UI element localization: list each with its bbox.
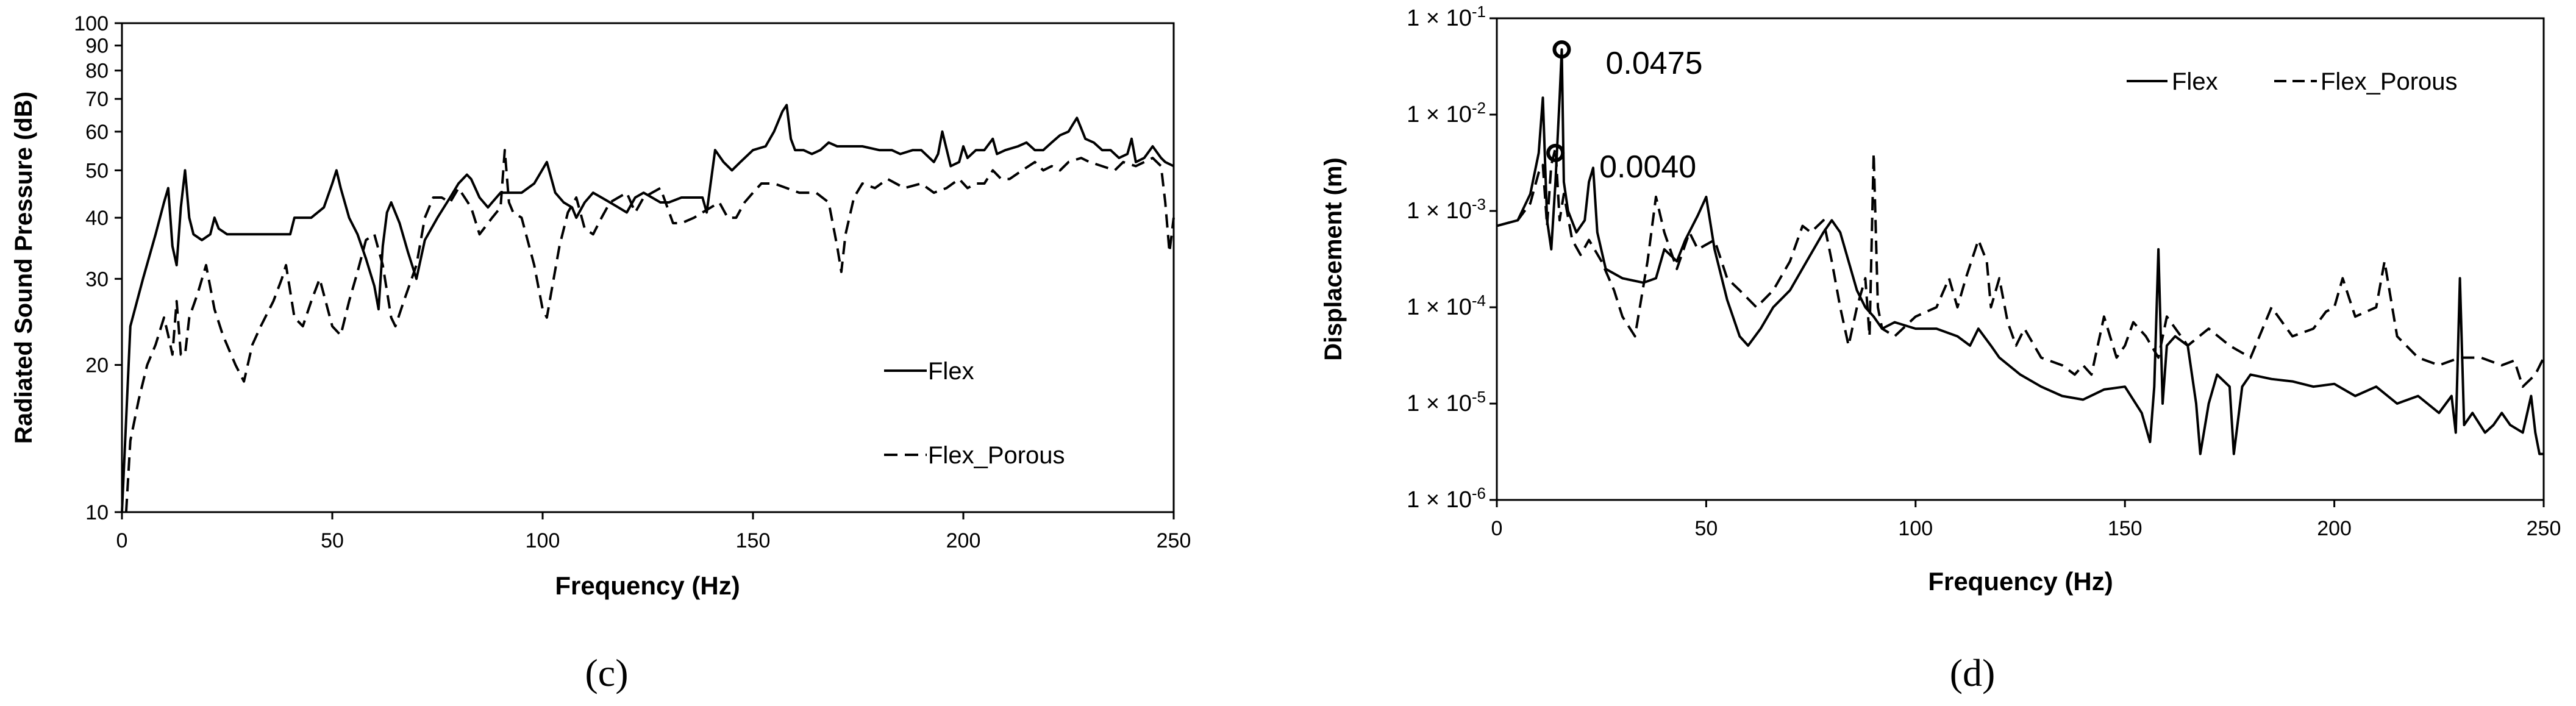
y-tick-label: 1 × 10-4 [1407,291,1486,320]
x-axis-label: Frequency (Hz) [555,571,740,600]
y-tick-label: 90 [85,35,109,58]
series-line-flex [121,104,1174,513]
x-tick-label: 150 [736,529,771,552]
y-tick-label: 1 × 10-6 [1407,484,1486,513]
panel-c-caption: (c) [585,651,628,694]
y-tick-label: 50 [85,159,109,182]
panel-d-caption: (d) [1950,651,1996,694]
x-tick-label: 200 [2317,517,2352,540]
x-tick-label: 200 [946,529,981,552]
y-tick-label: 1 × 10-1 [1407,2,1486,31]
x-axis-label: Frequency (Hz) [1928,567,2113,596]
annotation-marker [1546,143,1565,162]
plot-frame [1496,17,2545,501]
x-tick-label: 0 [116,529,128,552]
legend-flex-porous-label: Flex_Porous [2321,68,2458,95]
annotation-marker [1552,40,1571,59]
x-tick-label: 100 [526,529,560,552]
y-tick-label: 10 [85,501,109,524]
y-tick-label: 40 [85,207,109,230]
y-tick-label: 1 × 10-2 [1407,99,1486,127]
y-tick-label: 70 [85,88,109,111]
y-tick-label: 60 [85,121,109,144]
series-line-flex [1496,48,2544,455]
annotation-label: 0.0475 [1605,46,1702,81]
plot-frame [121,22,1175,513]
y-tick-label: 1 × 10-5 [1407,388,1486,416]
y-tick-label: 80 [85,60,109,83]
y-tick-label: 1 × 10-3 [1407,195,1486,224]
legend: Flex Flex_Porous [884,358,1065,469]
legend: Flex Flex_Porous [2127,68,2458,95]
x-tick-label: 50 [1694,517,1718,540]
legend-flex-label: Flex [928,358,974,385]
x-tick-label: 0 [1491,517,1503,540]
y-tick-label: 30 [85,268,109,291]
series-line-flex-porous [124,149,1175,513]
series-line-flex-porous [1496,146,2545,388]
y-tick-label: 20 [85,354,109,377]
x-tick-label: 100 [1898,517,1933,540]
x-tick-label: 50 [321,529,344,552]
legend-flex-label: Flex [2172,68,2218,95]
y-axis-label: Radiated Sound Pressure (dB) [10,91,37,444]
y-tick-label: 100 [74,12,109,35]
x-tick-label: 250 [1157,529,1191,552]
y-axis-label: Displacement (m) [1320,157,1347,360]
legend-flex-porous-label: Flex_Porous [928,442,1065,469]
panel-d-chart: 1 × 10-6 1 × 10-5 1 × 10-4 1 × 10-3 1 × 10-2… [1320,2,2561,694]
x-tick-label: 150 [2108,517,2143,540]
annotation-label: 0.0040 [1599,149,1696,185]
x-tick-label: 250 [2527,517,2561,540]
